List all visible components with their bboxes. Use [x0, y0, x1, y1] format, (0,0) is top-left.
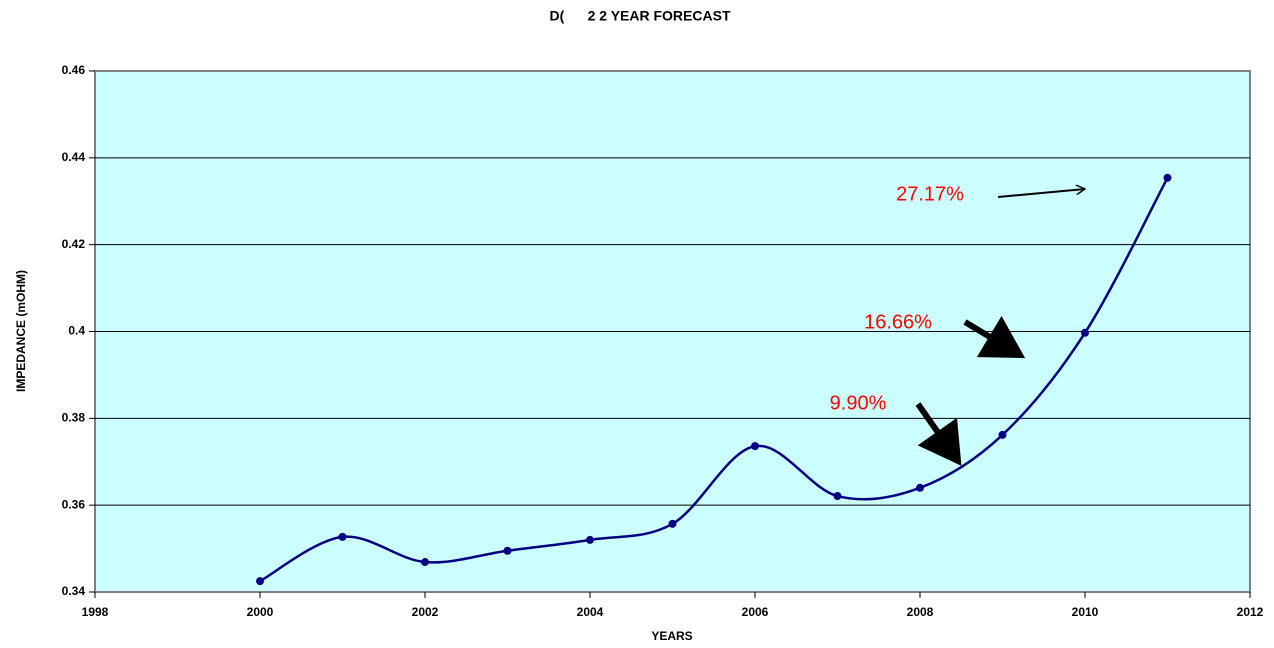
x-tick-label: 2006: [742, 605, 769, 619]
y-tick-label: 0.44: [62, 150, 86, 164]
y-tick-label: 0.34: [62, 584, 86, 598]
arrow: [997, 189, 1085, 198]
point: [916, 483, 924, 492]
x-tick-label: 1998: [82, 605, 109, 619]
x-tick-label: 2004: [577, 605, 604, 619]
annotation: 9.90%: [830, 392, 887, 414]
y-tick-label: 0.46: [62, 63, 86, 77]
annotation: 16.66%: [864, 311, 932, 333]
x-tick-label: 2010: [1072, 605, 1099, 619]
point: [998, 430, 1007, 439]
point: [503, 546, 512, 555]
point: [1081, 328, 1089, 337]
x-tick-label: 2008: [907, 605, 934, 619]
y-tick-label: 0.4: [68, 324, 85, 338]
chart-title: D( 2 2 YEAR FORECAST: [550, 8, 731, 24]
point: [421, 558, 429, 567]
plot: 0.34 0.36 0.38 0.4 0.42 0.44 0.46 1998 2000 2002 2…: [62, 63, 1264, 619]
x-axis-label: YEARS: [651, 629, 692, 643]
y-tick-label: 0.36: [62, 497, 86, 511]
point: [668, 519, 677, 528]
point: [256, 577, 264, 586]
arrow: [963, 315, 1026, 359]
x-tick-label: 2002: [412, 605, 439, 619]
point: [751, 442, 759, 451]
point: [1163, 173, 1172, 182]
y-axis-label: IMPEDANCE (mOHM): [14, 270, 28, 392]
annotation: 27.17%: [896, 183, 964, 205]
x-tick-label: 2000: [247, 605, 274, 619]
y-tick-label: 0.38: [62, 411, 86, 425]
x-tick-label: 2012: [1237, 605, 1264, 619]
y-tick-label: 0.42: [62, 237, 86, 251]
point: [833, 492, 842, 501]
arrow: [915, 402, 962, 466]
point: [586, 535, 594, 544]
point: [338, 532, 347, 541]
